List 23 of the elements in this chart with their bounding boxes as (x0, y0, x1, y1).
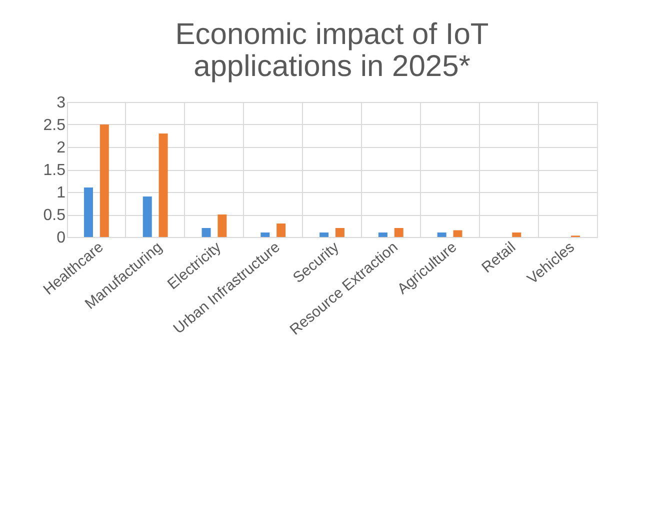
bar (276, 224, 286, 237)
bar (100, 124, 109, 237)
bar (218, 214, 227, 237)
bar (202, 228, 211, 237)
bar (320, 232, 329, 237)
y-tick-label: 3 (56, 94, 66, 112)
bar (260, 232, 270, 237)
bar (158, 134, 168, 237)
bar (378, 232, 388, 237)
bar (512, 232, 522, 237)
y-tick-label: 1 (56, 184, 66, 202)
bar (394, 228, 404, 237)
y-tick-label: 2.5 (43, 117, 66, 134)
bar (453, 230, 462, 237)
bar (142, 196, 152, 237)
y-tick-label: 0 (56, 230, 66, 246)
y-tick-label: 1.5 (43, 162, 66, 179)
bar (437, 232, 446, 237)
y-tick-label: 0.5 (43, 207, 66, 224)
bar (84, 188, 93, 237)
y-tick-label: 2 (56, 140, 66, 156)
chart-title: Economic impact of IoT applications in 2025* (175, 18, 489, 83)
bar (335, 228, 344, 237)
